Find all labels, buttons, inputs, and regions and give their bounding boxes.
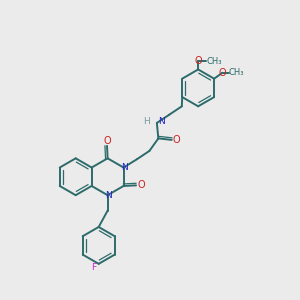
Text: F: F bbox=[91, 263, 96, 272]
Text: O: O bbox=[173, 135, 180, 145]
Text: CH₃: CH₃ bbox=[229, 68, 244, 77]
Text: O: O bbox=[138, 180, 145, 190]
Text: N: N bbox=[105, 191, 112, 200]
Text: CH₃: CH₃ bbox=[206, 57, 222, 66]
Text: N: N bbox=[158, 117, 164, 126]
Text: O: O bbox=[103, 136, 111, 146]
Text: O: O bbox=[194, 56, 202, 66]
Text: O: O bbox=[219, 68, 226, 78]
Text: H: H bbox=[143, 117, 149, 126]
Text: N: N bbox=[121, 163, 128, 172]
